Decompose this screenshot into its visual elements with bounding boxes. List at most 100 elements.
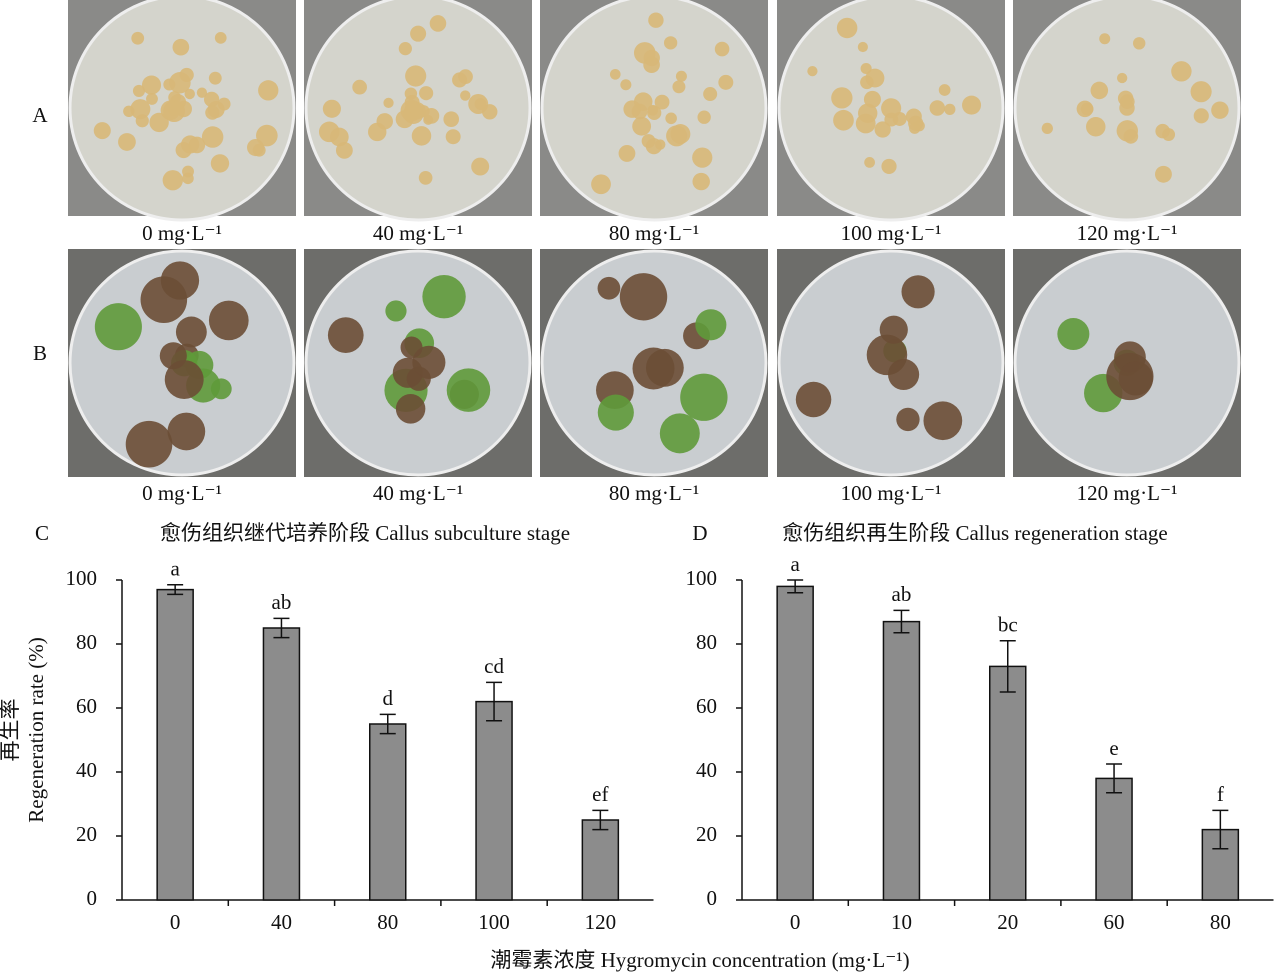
callus [383,97,394,108]
callus [1162,128,1176,141]
callus [1057,318,1090,351]
callus [1190,81,1212,103]
callus [256,124,278,147]
callus [831,87,853,109]
x-tick-label: 0 [170,910,181,934]
callus [962,95,982,115]
panel-label: D [692,521,707,545]
callus [1090,81,1109,100]
photo-caption: 100 mg·L⁻¹ [841,221,942,245]
callus [665,112,677,125]
x-tick-label: 60 [1104,910,1125,934]
callus [901,275,935,309]
callus [146,92,158,105]
callus [795,381,832,418]
photo-caption: 100 mg·L⁻¹ [841,481,942,505]
callus [597,276,621,300]
y-tick-label: 80 [696,630,717,654]
callus [695,309,727,341]
callus [879,315,908,344]
callus [655,139,666,150]
callus [330,127,349,147]
bar [369,723,407,901]
callus [896,407,920,432]
significance-letter: e [1109,736,1118,760]
callus [697,110,711,124]
bar [882,620,921,901]
bar [989,665,1027,901]
callus [169,72,191,94]
callus [609,68,621,80]
significance-letter: bc [998,613,1018,637]
chart-title: 愈伤组织再生阶段 Callus regeneration stage [782,521,1168,545]
significance-letter: a [170,557,180,581]
callus [445,129,461,145]
y-tick-label: 40 [696,758,717,782]
photo-caption: 0 mg·L⁻¹ [142,481,222,505]
significance-letter: d [383,686,394,710]
callus [400,336,423,359]
callus [162,170,183,191]
callus [632,347,675,390]
callus [714,41,730,57]
callus [1118,361,1153,396]
callus [666,125,688,147]
significance-letter: ab [892,582,912,606]
callus [210,154,230,173]
callus [398,42,412,56]
y-tick-label: 0 [707,886,718,910]
callus [1041,122,1053,134]
x-tick-label: 40 [271,910,292,934]
callus [1171,61,1192,82]
callus [404,87,418,100]
callus [460,90,471,101]
photo-caption: 120 mg·L⁻¹ [1077,221,1178,245]
callus [443,111,460,127]
callus [446,368,491,412]
callus [132,84,146,97]
panel-label: A [32,103,48,127]
callus [1116,120,1138,142]
x-tick-label: 80 [377,910,398,934]
callus [410,25,427,42]
y-tick-label: 60 [76,694,97,718]
bar [156,588,194,901]
callus [905,108,922,125]
callus [164,360,204,399]
callus [663,36,678,50]
x-tick-label: 100 [478,910,510,934]
callus [458,69,473,85]
significance-letter: cd [484,654,504,678]
callus [807,66,818,77]
callus [214,32,227,44]
callus [167,412,206,451]
photo-caption: 40 mg·L⁻¹ [373,221,463,245]
callus [395,110,414,129]
y-tick-label: 20 [696,822,717,846]
bar [475,700,513,901]
callus [944,103,956,115]
callus [631,103,648,120]
callus [1132,37,1146,50]
callus [160,100,181,121]
callus [385,300,407,322]
y-tick-label: 60 [696,694,717,718]
bar [1095,777,1133,901]
y-axis-label: 再生率 [0,699,22,762]
callus [659,413,700,454]
y-tick-label: 20 [76,822,97,846]
callus [1086,117,1106,137]
callus [618,145,636,162]
photo-caption: 120 mg·L⁻¹ [1077,481,1178,505]
callus [692,147,713,168]
callus [130,99,151,120]
callus [692,172,710,191]
callus [1119,100,1135,116]
x-tick-label: 120 [585,910,617,934]
callus [858,103,878,123]
callus [94,303,142,351]
callus [923,401,963,441]
callus [406,366,431,391]
x-tick-label: 0 [790,910,801,934]
x-tick-label: 80 [1210,910,1231,934]
